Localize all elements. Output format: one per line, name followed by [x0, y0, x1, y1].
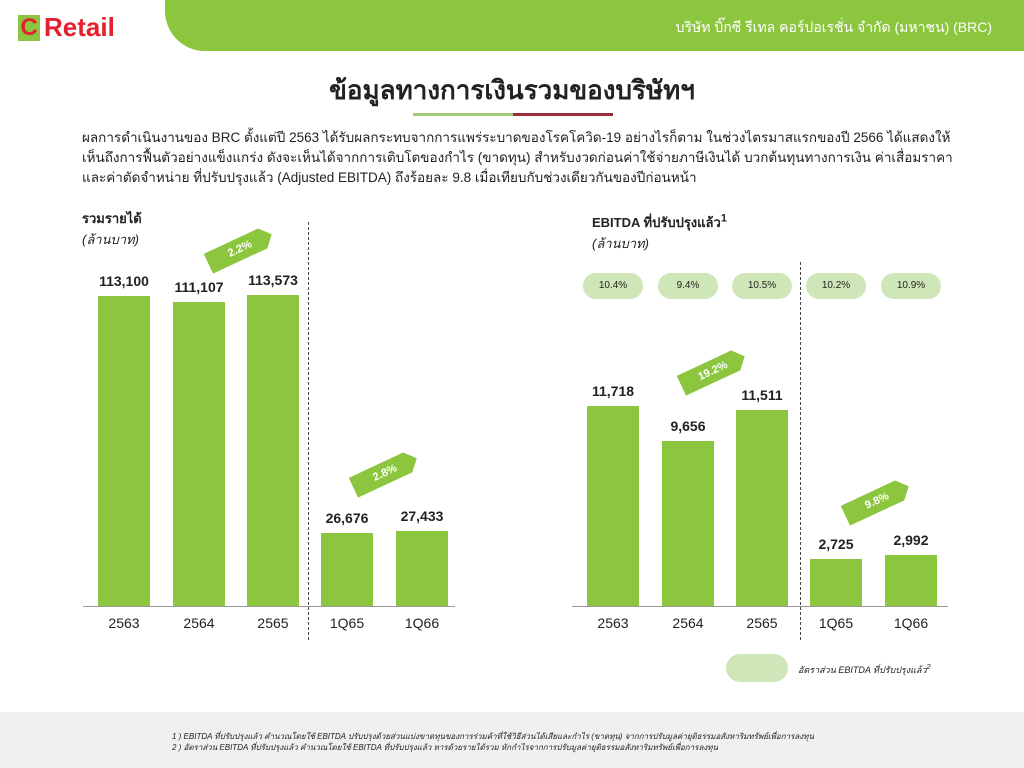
ebitda-margin-pill: 10.9%	[881, 273, 941, 299]
ebitda-margin-pill: 10.2%	[806, 273, 866, 299]
ebitda-chart-title: EBITDA ที่ปรับปรุงแล้ว1 (ล้านบาท)	[592, 212, 727, 254]
intro-paragraph: ผลการดำเนินงานของ BRC ตั้งแต่ปี 2563 ได้…	[82, 130, 953, 185]
chart-unit: (ล้านบาท)	[592, 236, 649, 251]
data-label: 2,725	[818, 536, 854, 553]
x-tick-label: 2564	[183, 615, 215, 631]
x-tick-label: 1Q65	[818, 615, 854, 631]
x-tick-label: 1Q66	[893, 615, 929, 631]
revenue-chart-title: รวมรายได้ (ล้านบาท)	[82, 208, 142, 250]
bar-2563	[587, 405, 639, 606]
bar-2564	[662, 441, 714, 606]
bar-1Q65	[810, 559, 862, 606]
data-label: 27,433	[400, 507, 444, 524]
x-tick-label: 2563	[108, 615, 140, 631]
x-axis	[572, 606, 948, 607]
legend-text: อัตราส่วน EBITDA ที่ปรับปรุงแล้ว	[798, 665, 927, 675]
x-tick-label: 2565	[257, 615, 289, 631]
data-label: 113,573	[248, 271, 298, 288]
bar-1Q65	[321, 532, 373, 606]
ebitda-margin-pill: 9.4%	[658, 273, 718, 299]
legend-sup: 2	[926, 662, 931, 671]
chart-title: EBITDA ที่ปรับปรุงแล้ว1	[592, 212, 727, 233]
legend-label: อัตราส่วน EBITDA ที่ปรับปรุงแล้ว2	[798, 662, 931, 677]
growth-arrow: 2.2%	[204, 224, 277, 274]
data-label: 111,107	[174, 278, 224, 295]
header-bar: บริษัท บิ๊กซี รีเทล คอร์ปอเรชั่น จำกัด (…	[165, 0, 1024, 51]
data-label: 26,676	[325, 509, 369, 526]
x-tick-label: 2563	[597, 615, 629, 631]
x-tick-label: 1Q65	[329, 615, 365, 631]
title-divider	[413, 113, 613, 116]
x-axis	[83, 606, 455, 607]
bar-1Q66	[396, 530, 448, 606]
footnote-2: 2 ) อัตราส่วน EBITDA ที่ปรับปรุงแล้ว คำน…	[172, 743, 718, 752]
ebitda-margin-pill: 10.4%	[583, 273, 643, 299]
chart-title: รวมรายได้	[82, 211, 142, 226]
growth-arrow: 2.8%	[349, 448, 422, 498]
page-title: ข้อมูลทางการเงินรวมของบริษัทฯ	[329, 75, 695, 105]
title-sup: 1	[720, 212, 727, 225]
data-label: 113,100	[99, 273, 149, 290]
chart-unit: (ล้านบาท)	[82, 232, 139, 247]
logo: C Retail	[18, 12, 115, 43]
bar-2565	[736, 409, 788, 606]
logo-icon: C	[18, 14, 40, 41]
logo-text: Retail	[44, 12, 115, 42]
growth-arrow: 9.8%	[841, 476, 914, 526]
title-text: EBITDA ที่ปรับปรุงแล้ว	[592, 215, 721, 230]
footnotes: 1 ) EBITDA ที่ปรับปรุงแล้ว คำนวณโดยใช้ E…	[0, 712, 1024, 768]
data-label: 2,992	[893, 531, 929, 548]
data-label: 11,718	[591, 382, 635, 399]
period-divider	[800, 262, 801, 640]
company-name: บริษัท บิ๊กซี รีเทล คอร์ปอเรชั่น จำกัด (…	[675, 19, 992, 35]
x-tick-label: 1Q66	[404, 615, 440, 631]
bar-1Q66	[885, 554, 937, 606]
x-tick-label: 2565	[746, 615, 778, 631]
bar-2565	[247, 294, 299, 606]
x-tick-label: 2564	[672, 615, 704, 631]
legend-swatch	[726, 654, 788, 682]
footnote-1: 1 ) EBITDA ที่ปรับปรุงแล้ว คำนวณโดยใช้ E…	[172, 732, 814, 741]
data-label: 11,511	[741, 386, 783, 403]
period-divider	[308, 222, 309, 640]
ebitda-margin-pill: 10.5%	[732, 273, 792, 299]
bar-2564	[173, 301, 225, 606]
bar-2563	[98, 296, 150, 606]
data-label: 9,656	[670, 418, 706, 435]
